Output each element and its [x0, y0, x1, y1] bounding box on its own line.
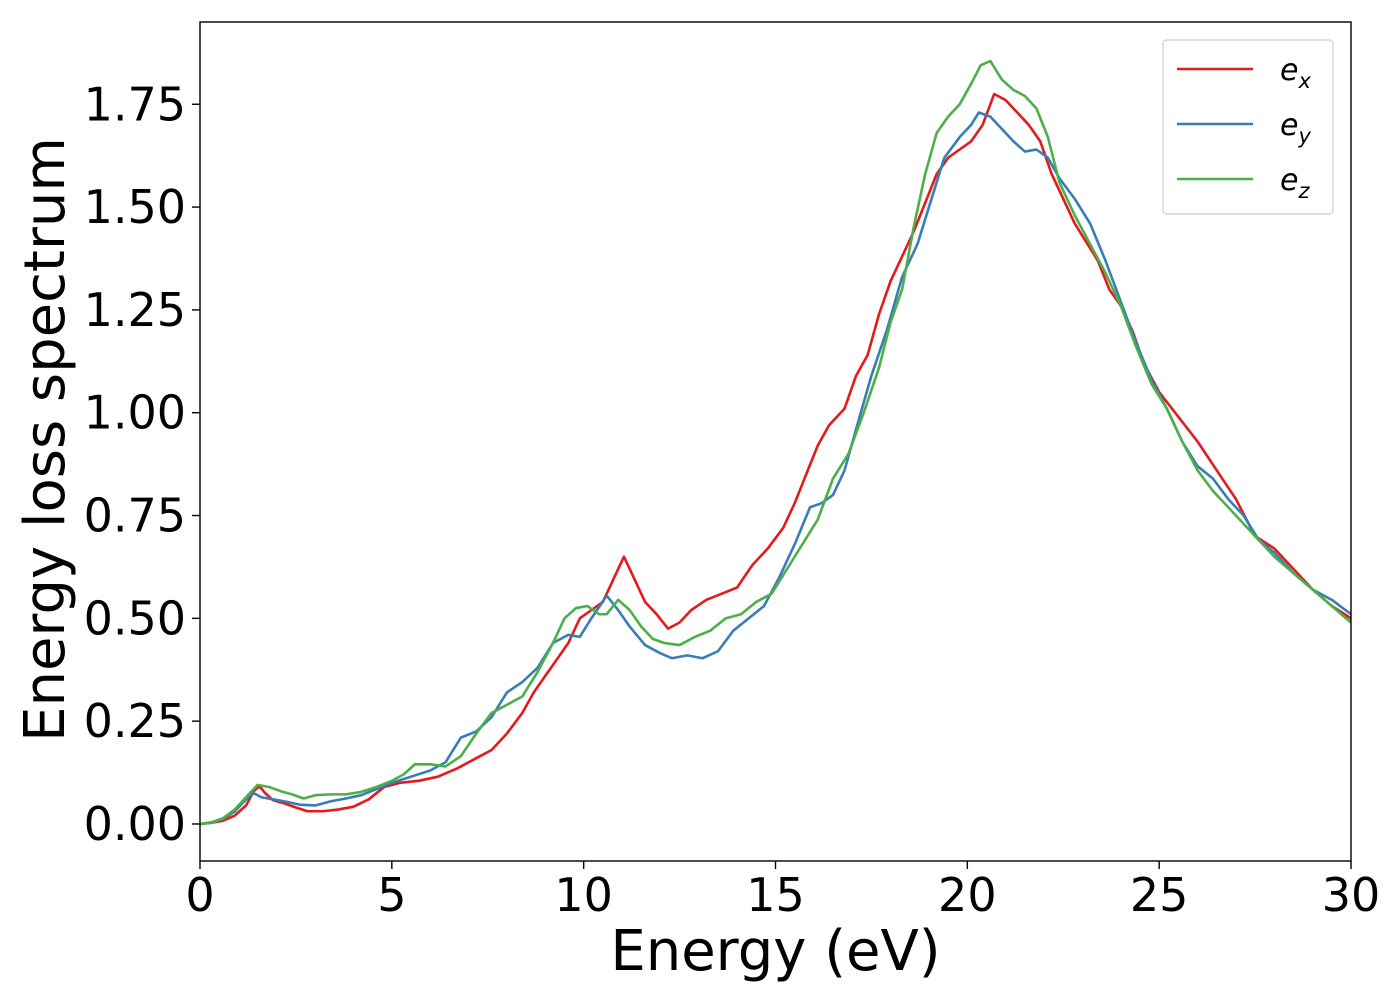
y-axis-label: Energy loss spectrum	[13, 137, 78, 742]
y-tick-label: 0.50	[84, 591, 186, 645]
x-tick-label: 5	[377, 868, 406, 922]
y-tick-label: 1.00	[84, 386, 186, 440]
x-tick-label: 25	[1130, 868, 1189, 922]
series-line-x	[200, 92, 1351, 826]
y-tick-label: 1.50	[84, 180, 186, 234]
series-line-z	[200, 59, 1351, 826]
x-tick-label: 10	[554, 868, 613, 922]
legend-label-x: ex	[1280, 53, 1311, 93]
x-tick-label: 0	[185, 868, 214, 922]
axis-ticks: 0 5 10 15 20 25 30 0.00 0.25 0.50 0.75 1.00 1.25 1.50…	[84, 77, 1381, 922]
x-tick-label: 15	[746, 868, 805, 922]
y-tick-label: 1.25	[84, 283, 186, 337]
series-line-y	[200, 111, 1351, 826]
x-axis-label: Energy (eV)	[610, 919, 940, 984]
y-tick-label: 1.75	[84, 77, 186, 131]
x-tick-label: 30	[1322, 868, 1381, 922]
legend: ex ey ez	[1162, 39, 1334, 215]
y-tick-label: 0.25	[84, 694, 186, 748]
legend-box	[1162, 39, 1334, 215]
legend-label-y: ey	[1280, 108, 1311, 148]
y-tick-label: 0.00	[84, 797, 186, 851]
y-tick-label: 0.75	[84, 489, 186, 543]
series-lines	[200, 59, 1351, 826]
legend-label-z: ez	[1280, 163, 1310, 203]
x-tick-label: 20	[938, 868, 997, 922]
